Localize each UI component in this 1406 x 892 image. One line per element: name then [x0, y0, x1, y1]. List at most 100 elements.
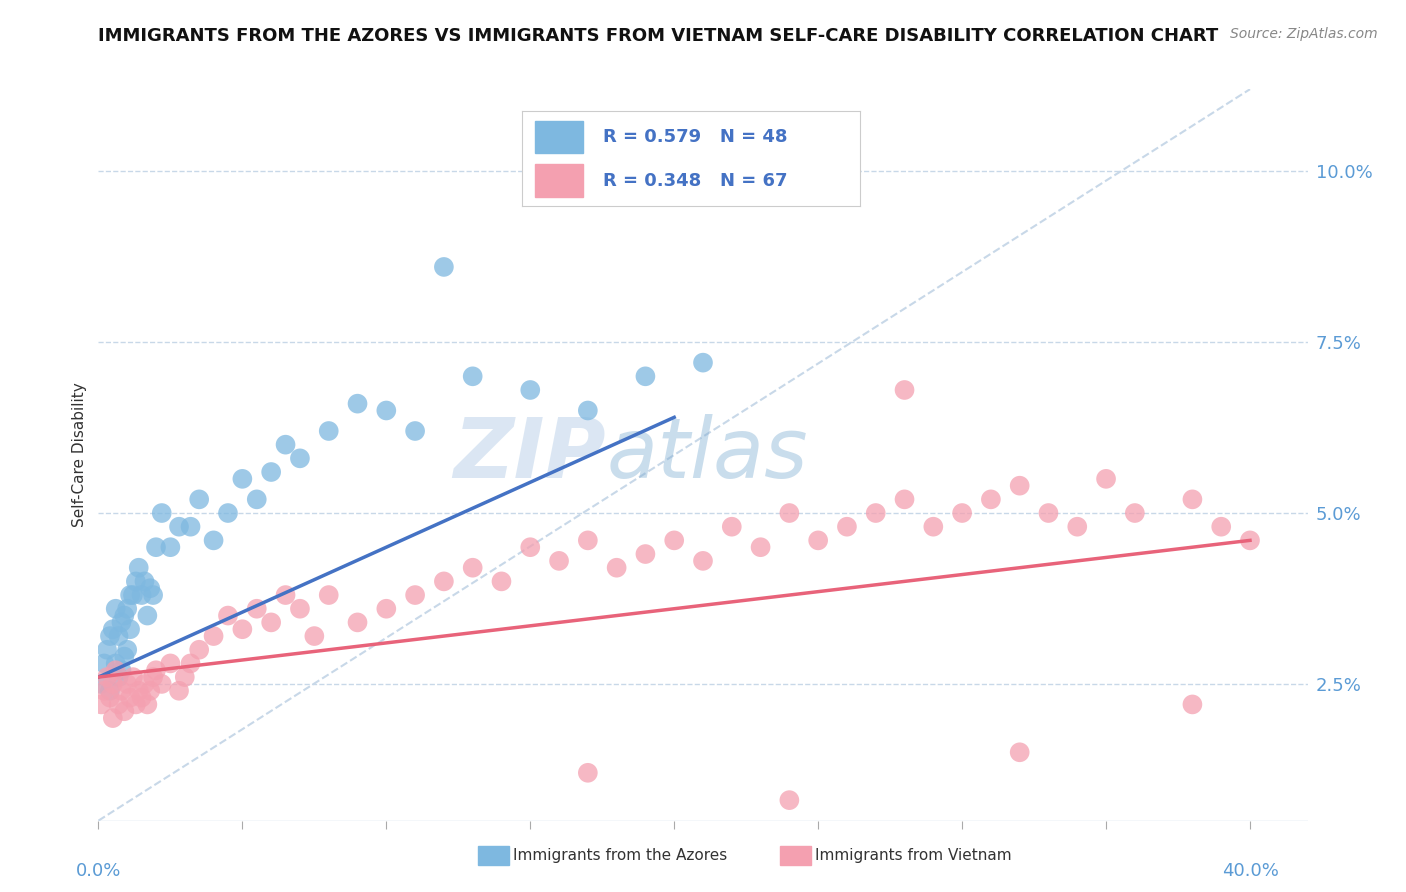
Point — [150, 677, 173, 691]
Point — [519, 383, 541, 397]
Point — [173, 670, 195, 684]
Point — [188, 642, 211, 657]
Point — [115, 677, 138, 691]
Point — [167, 519, 190, 533]
Point — [835, 519, 858, 533]
Text: atlas: atlas — [606, 415, 808, 495]
Point — [122, 588, 145, 602]
Point — [112, 649, 135, 664]
Point — [692, 356, 714, 370]
Point — [893, 492, 915, 507]
Point — [104, 601, 127, 615]
Point — [104, 657, 127, 671]
Point — [131, 588, 153, 602]
Point — [139, 581, 162, 595]
Point — [120, 690, 142, 705]
Point — [159, 657, 181, 671]
Point — [217, 608, 239, 623]
Point — [217, 506, 239, 520]
Point — [893, 383, 915, 397]
Point — [125, 574, 148, 589]
Point — [142, 670, 165, 684]
Point — [110, 683, 132, 698]
Point — [142, 588, 165, 602]
Point — [93, 683, 115, 698]
Point — [346, 397, 368, 411]
Point — [139, 683, 162, 698]
Text: 40.0%: 40.0% — [1222, 862, 1278, 880]
Y-axis label: Self-Care Disability: Self-Care Disability — [72, 383, 87, 527]
Text: IMMIGRANTS FROM THE AZORES VS IMMIGRANTS FROM VIETNAM SELF-CARE DISABILITY CORRE: IMMIGRANTS FROM THE AZORES VS IMMIGRANTS… — [98, 27, 1219, 45]
Point — [246, 492, 269, 507]
Point — [115, 642, 138, 657]
Point — [404, 424, 426, 438]
Point — [131, 690, 153, 705]
Point — [136, 608, 159, 623]
Point — [1181, 492, 1204, 507]
Point — [104, 663, 127, 677]
Point — [112, 608, 135, 623]
Point — [461, 369, 484, 384]
Point — [188, 492, 211, 507]
Point — [519, 540, 541, 554]
Point — [375, 601, 398, 615]
Point — [980, 492, 1002, 507]
Point — [120, 588, 142, 602]
Point — [125, 698, 148, 712]
Point — [107, 698, 129, 712]
Point — [260, 615, 283, 630]
Text: Source: ZipAtlas.com: Source: ZipAtlas.com — [1230, 27, 1378, 41]
Point — [180, 519, 202, 533]
Point — [134, 677, 156, 691]
Point — [96, 670, 118, 684]
Point — [274, 438, 297, 452]
Point — [404, 588, 426, 602]
Point — [1008, 478, 1031, 492]
Point — [231, 472, 253, 486]
Text: Immigrants from Vietnam: Immigrants from Vietnam — [815, 848, 1012, 863]
Point — [98, 629, 121, 643]
Point — [807, 533, 830, 548]
Point — [692, 554, 714, 568]
Point — [1123, 506, 1146, 520]
Point — [231, 622, 253, 636]
Point — [150, 506, 173, 520]
Point — [202, 629, 225, 643]
Point — [1095, 472, 1118, 486]
Point — [120, 622, 142, 636]
Point — [96, 642, 118, 657]
Point — [1008, 745, 1031, 759]
Point — [375, 403, 398, 417]
Text: ZIP: ZIP — [454, 415, 606, 495]
Point — [115, 601, 138, 615]
Point — [318, 588, 340, 602]
Point — [548, 554, 571, 568]
Point — [346, 615, 368, 630]
Point — [576, 765, 599, 780]
Point — [90, 698, 112, 712]
Point — [288, 601, 311, 615]
Point — [128, 560, 150, 574]
Point — [433, 260, 456, 274]
Point — [1211, 519, 1233, 533]
Text: 0.0%: 0.0% — [76, 862, 121, 880]
Point — [101, 711, 124, 725]
Point — [112, 704, 135, 718]
Point — [1038, 506, 1060, 520]
Point — [1239, 533, 1261, 548]
Point — [110, 663, 132, 677]
Point — [576, 533, 599, 548]
Point — [288, 451, 311, 466]
Point — [134, 574, 156, 589]
Point — [634, 547, 657, 561]
Point — [136, 698, 159, 712]
Point — [304, 629, 326, 643]
Point — [246, 601, 269, 615]
Point — [180, 657, 202, 671]
Point — [101, 677, 124, 691]
Point — [778, 506, 800, 520]
Point — [93, 657, 115, 671]
Point — [145, 663, 167, 677]
Point — [159, 540, 181, 554]
Point — [576, 403, 599, 417]
